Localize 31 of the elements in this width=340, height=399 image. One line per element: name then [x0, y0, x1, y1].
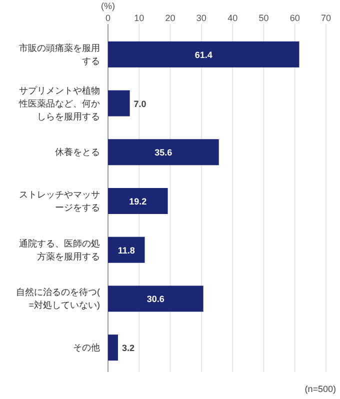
x-axis-title: (%): [101, 1, 115, 11]
bar: [108, 334, 118, 361]
bar: [108, 139, 219, 166]
bar: [108, 286, 204, 312]
data-label: 7.0: [134, 98, 146, 109]
y-tick-label: 休養をとる: [55, 147, 100, 158]
bar: [108, 90, 130, 116]
data-label: 30.6: [146, 294, 164, 304]
data-label: 19.2: [129, 196, 147, 206]
data-label: 35.6: [154, 148, 172, 158]
x-tick-label: 10: [134, 13, 144, 23]
x-tick-label: 60: [290, 13, 300, 23]
x-tick-label: 70: [320, 13, 332, 23]
x-tick-label: 40: [228, 13, 238, 23]
bar: [108, 188, 168, 214]
bar: [108, 236, 145, 263]
y-tick-label: ストレッチやマッサージをする: [19, 190, 100, 212]
data-label: 3.2: [122, 343, 134, 354]
x-tick-label: 20: [165, 13, 176, 23]
x-tick-label: 30: [196, 13, 206, 23]
y-tick-label: 通院する、医師の処方薬を服用する: [19, 238, 100, 262]
text: (n=500): [304, 384, 336, 394]
y-tick-label: サプリメントや植物性医薬品など、何かしらを服用する: [18, 85, 100, 122]
data-label: 61.4: [194, 50, 212, 60]
y-tick-label: その他: [73, 342, 100, 353]
x-tick-label: 50: [258, 13, 269, 23]
data-label: 11.8: [118, 245, 135, 256]
x-tick-label: 0: [105, 13, 111, 23]
bar: [108, 41, 300, 68]
y-tick-label: 市販の頭痛薬を服用する: [19, 42, 100, 66]
y-tick-label: 自然に治るのを待つ(=対処していない): [16, 287, 100, 310]
